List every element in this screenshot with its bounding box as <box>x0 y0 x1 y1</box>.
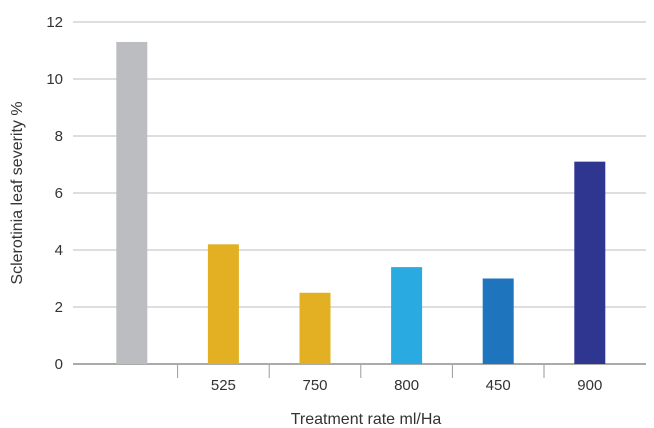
x-tick-label: 525 <box>211 377 236 394</box>
bar <box>482 278 514 364</box>
y-tick-label: 8 <box>55 128 63 145</box>
x-axis-title: Treatment rate ml/Ha <box>291 411 442 428</box>
y-tick-labels: 0 2 4 6 8 10 12 <box>46 14 63 373</box>
y-tick-label: 2 <box>55 299 63 316</box>
x-tick-labels: 525 750 800 450 900 <box>211 377 602 394</box>
x-tick-label: 450 <box>486 377 511 394</box>
bars <box>116 41 606 364</box>
y-tick-label: 4 <box>55 242 63 259</box>
y-tick-label: 6 <box>55 185 63 202</box>
x-tick-label: 800 <box>394 377 419 394</box>
x-tick-label: 750 <box>302 377 327 394</box>
bar <box>574 161 606 364</box>
bar <box>391 267 423 364</box>
x-axis <box>177 365 545 378</box>
gridlines <box>73 21 646 365</box>
bar <box>116 41 148 364</box>
y-axis-title: Sclerotinia leaf severity % <box>9 101 26 284</box>
bar <box>207 244 239 364</box>
y-tick-label: 12 <box>46 14 63 31</box>
x-tick-label: 900 <box>577 377 602 394</box>
bar <box>299 292 331 364</box>
y-tick-label: 0 <box>55 356 63 373</box>
y-tick-label: 10 <box>46 71 63 88</box>
